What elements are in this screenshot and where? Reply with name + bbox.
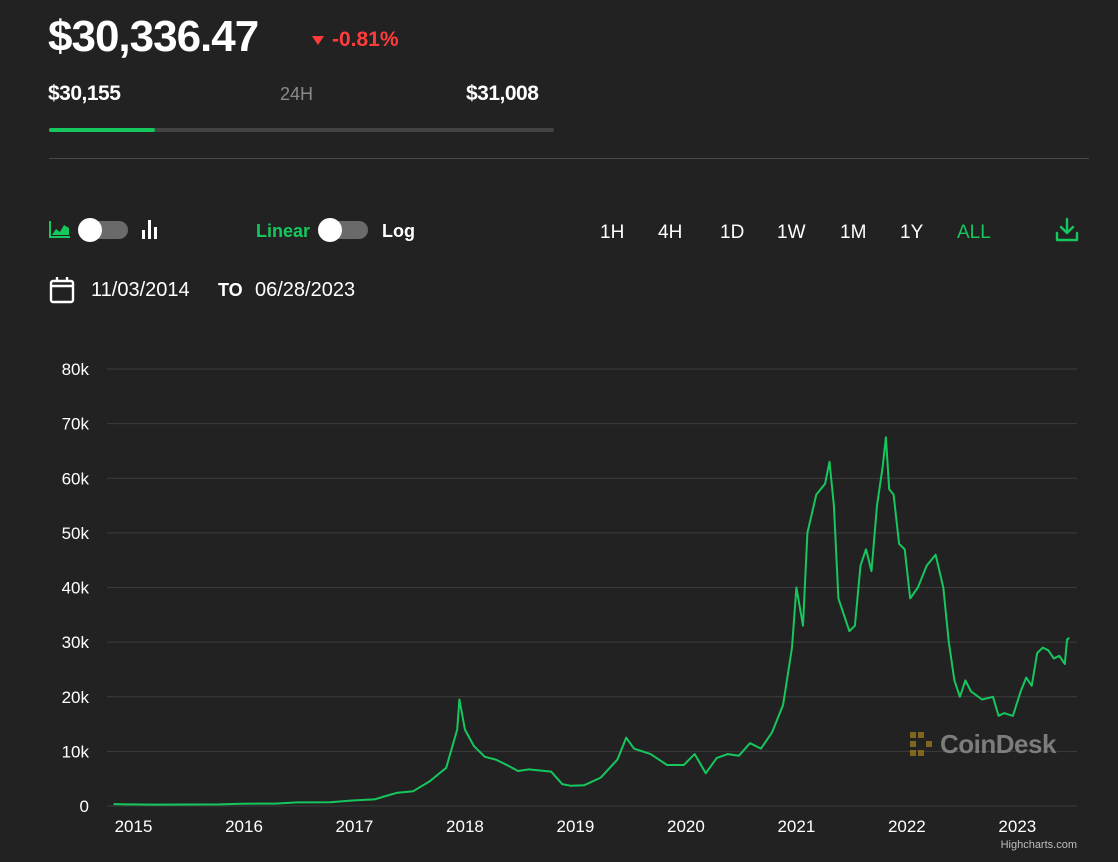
y-tick-label: 80k bbox=[62, 360, 90, 379]
toggle-knob bbox=[318, 218, 342, 242]
current-price: $30,336.47 bbox=[48, 12, 259, 61]
range-1y-button[interactable]: 1Y bbox=[900, 222, 924, 243]
y-axis: 0 10k 20k 30k 40k 50k 60k 70k 80k bbox=[62, 360, 90, 816]
down-triangle-icon bbox=[312, 35, 324, 45]
chart-series bbox=[113, 436, 1070, 806]
bar-chart-icon[interactable] bbox=[140, 218, 160, 240]
price-change-percent: -0.81% bbox=[332, 28, 399, 51]
date-from-input[interactable]: 11/03/2014 bbox=[91, 279, 190, 301]
y-tick-label: 40k bbox=[62, 579, 90, 598]
price-change: -0.81% bbox=[312, 28, 399, 52]
coindesk-watermark: CoinDesk bbox=[908, 729, 1056, 760]
range-1w-button[interactable]: 1W bbox=[777, 222, 806, 243]
range-period-label: 24H bbox=[280, 84, 314, 104]
x-tick-label: 2018 bbox=[446, 817, 484, 836]
watermark-text: CoinDesk bbox=[940, 729, 1056, 759]
x-tick-label: 2023 bbox=[998, 817, 1036, 836]
range-1d-button[interactable]: 1D bbox=[720, 222, 745, 243]
scale-toggle[interactable] bbox=[318, 218, 368, 242]
y-tick-label: 20k bbox=[62, 688, 90, 707]
chart-grid bbox=[107, 368, 1077, 807]
range-4h-button[interactable]: 4H bbox=[658, 222, 683, 243]
x-tick-label: 2019 bbox=[557, 817, 595, 836]
x-tick-label: 2022 bbox=[888, 817, 926, 836]
download-icon[interactable] bbox=[1055, 217, 1079, 243]
range-high: $31,008 bbox=[466, 82, 539, 105]
coindesk-logo-icon bbox=[910, 731, 932, 756]
chart-type-toggle[interactable] bbox=[78, 218, 128, 242]
range-1h-button[interactable]: 1H bbox=[600, 222, 625, 243]
x-tick-label: 2016 bbox=[225, 817, 263, 836]
range-bar bbox=[49, 128, 554, 132]
x-tick-label: 2020 bbox=[667, 817, 705, 836]
toggle-knob bbox=[78, 218, 102, 242]
highcharts-credit[interactable]: Highcharts.com bbox=[1000, 839, 1077, 851]
x-tick-label: 2017 bbox=[336, 817, 374, 836]
x-axis: 2015 2016 2017 2018 2019 2020 2021 2022 2023 bbox=[115, 817, 1037, 836]
scale-log-label[interactable]: Log bbox=[382, 221, 415, 241]
range-1m-button[interactable]: 1M bbox=[840, 222, 867, 243]
series-line[interactable] bbox=[113, 436, 1070, 806]
date-to-label: TO bbox=[218, 280, 243, 300]
y-tick-label: 30k bbox=[62, 633, 90, 652]
y-tick-label: 60k bbox=[62, 469, 90, 488]
range-bar-fill bbox=[49, 128, 156, 132]
y-tick-label: 70k bbox=[62, 415, 90, 434]
y-tick-label: 50k bbox=[62, 524, 90, 543]
x-tick-label: 2021 bbox=[777, 817, 815, 836]
y-tick-label: 0 bbox=[80, 797, 89, 816]
range-low: $30,155 bbox=[48, 82, 121, 105]
y-tick-label: 10k bbox=[62, 742, 90, 761]
header-divider bbox=[49, 158, 1089, 159]
scale-linear-label[interactable]: Linear bbox=[256, 221, 311, 241]
area-chart-icon[interactable] bbox=[49, 219, 71, 239]
range-all-button[interactable]: ALL bbox=[957, 222, 991, 243]
x-tick-label: 2015 bbox=[115, 817, 153, 836]
calendar-icon[interactable] bbox=[49, 276, 75, 304]
date-to-input[interactable]: 06/28/2023 bbox=[255, 279, 356, 301]
